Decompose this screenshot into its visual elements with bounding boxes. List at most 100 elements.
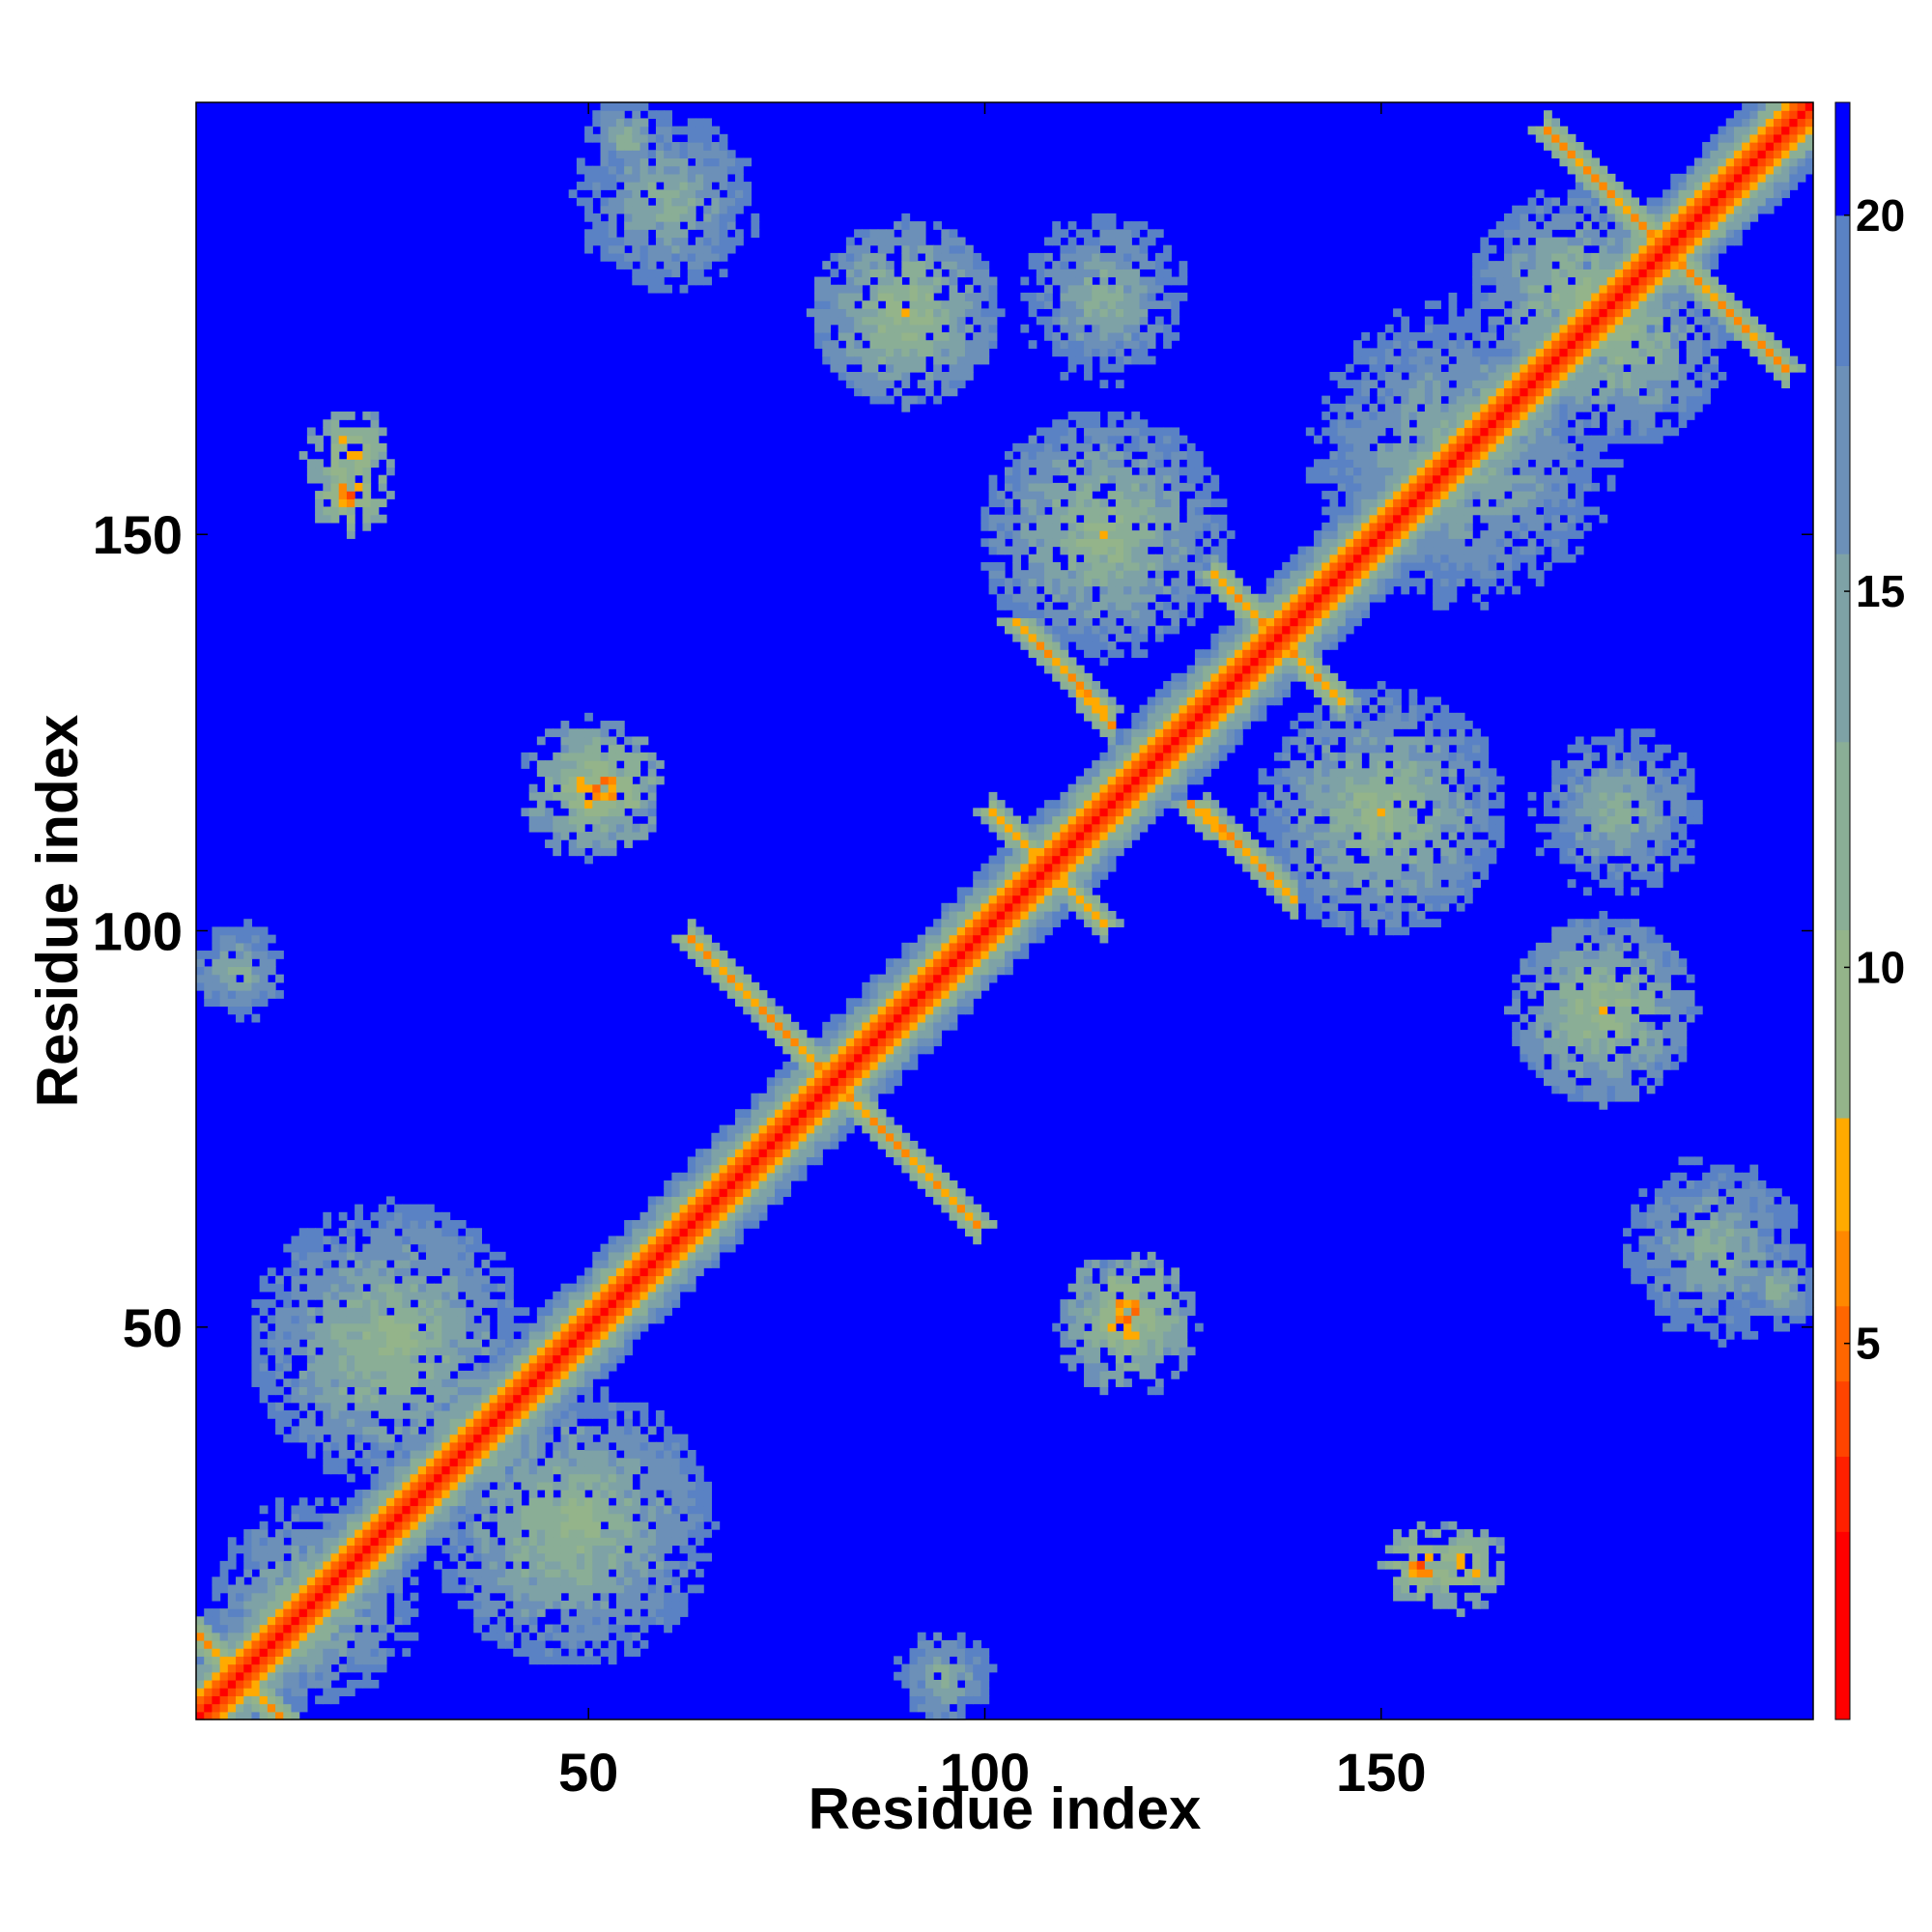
heatmap-cell: [457, 1307, 467, 1317]
heatmap-cell: [711, 157, 721, 167]
heatmap-cell: [267, 1267, 276, 1277]
heatmap-cell: [315, 1283, 324, 1293]
heatmap-cell: [212, 981, 221, 991]
heatmap-cell: [466, 1577, 474, 1586]
heatmap-cell: [378, 1465, 387, 1475]
heatmap-cell: [615, 1441, 625, 1451]
heatmap-cell: [806, 1100, 815, 1110]
heatmap-cell: [1052, 570, 1062, 579]
heatmap-cell: [283, 1695, 293, 1705]
heatmap-cell: [608, 1529, 617, 1538]
heatmap-cell: [624, 1552, 633, 1562]
heatmap-cell: [687, 118, 696, 128]
heatmap-cell: [933, 324, 942, 333]
heatmap-cell: [568, 1347, 578, 1356]
heatmap-cell: [608, 173, 617, 183]
heatmap-cell: [457, 1473, 467, 1483]
heatmap-cell: [845, 1109, 855, 1118]
heatmap-cell: [441, 1394, 451, 1404]
heatmap-cell: [338, 1339, 348, 1348]
heatmap-cell: [632, 1520, 641, 1530]
heatmap-cell: [798, 1093, 808, 1102]
heatmap-cell: [949, 269, 958, 278]
heatmap-cell: [655, 189, 665, 199]
heatmap-cell: [608, 1513, 617, 1522]
heatmap-cell: [473, 1537, 483, 1547]
heatmap-cell: [315, 474, 324, 484]
heatmap-cell: [735, 1132, 744, 1142]
heatmap-cell: [624, 252, 633, 262]
heatmap-cell: [726, 1236, 736, 1245]
heatmap-cell: [204, 1679, 213, 1689]
heatmap-cell: [315, 1236, 324, 1245]
heatmap-cell: [362, 1409, 372, 1419]
heatmap-cell: [735, 1140, 744, 1150]
heatmap-cell: [402, 1394, 412, 1404]
heatmap-cell: [1028, 593, 1037, 603]
heatmap-cell: [315, 1608, 324, 1617]
heatmap-cell: [664, 221, 672, 230]
heatmap-cell: [584, 1299, 593, 1308]
heatmap-cell: [441, 1260, 451, 1268]
heatmap-cell: [251, 1695, 261, 1705]
heatmap-cell: [1028, 506, 1037, 516]
heatmap-cell: [259, 1592, 269, 1602]
heatmap-cell: [703, 157, 712, 167]
heatmap-cell: [632, 1267, 641, 1277]
heatmap-cell: [457, 1465, 467, 1475]
heatmap-cell: [338, 498, 348, 508]
heatmap-cell: [869, 1100, 879, 1110]
heatmap-cell: [576, 768, 585, 778]
heatmap-cell: [894, 355, 902, 365]
heatmap-cell: [1044, 554, 1053, 563]
heatmap-cell: [639, 1299, 649, 1308]
heatmap-cell: [417, 1204, 427, 1213]
heatmap-cell: [956, 1711, 966, 1720]
heatmap-cell: [664, 1450, 672, 1459]
heatmap-cell: [1052, 276, 1062, 286]
heatmap-cell: [639, 1267, 649, 1277]
heatmap-cell: [323, 1299, 332, 1308]
heatmap-cell: [687, 244, 696, 254]
heatmap-cell: [600, 791, 610, 801]
heatmap-cell: [1005, 617, 1013, 627]
heatmap-cell: [425, 1315, 435, 1324]
heatmap-cell: [719, 1211, 728, 1221]
heatmap-cell: [236, 1600, 244, 1609]
heatmap-cell: [924, 284, 934, 294]
heatmap-cell: [687, 126, 696, 135]
heatmap-cell: [687, 182, 696, 190]
heatmap-cell: [378, 1228, 387, 1237]
heatmap-cell: [687, 150, 696, 159]
heatmap-cell: [497, 1251, 506, 1261]
heatmap-cell: [283, 1648, 293, 1657]
heatmap-cell: [671, 1220, 681, 1229]
heatmap-cell: [838, 300, 847, 309]
heatmap-cell: [600, 721, 610, 729]
heatmap-cell: [711, 189, 721, 199]
heatmap-cell: [766, 1140, 776, 1150]
heatmap-cell: [196, 1632, 205, 1641]
heatmap-cell: [536, 1354, 546, 1364]
heatmap-cell: [1052, 522, 1062, 531]
heatmap-cell: [1052, 649, 1062, 659]
heatmap-cell: [592, 1465, 602, 1475]
heatmap-cell: [584, 1267, 593, 1277]
heatmap-cell: [608, 1473, 617, 1483]
heatmap-cell: [941, 1172, 951, 1181]
heatmap-cell: [434, 1490, 442, 1498]
heatmap-cell: [355, 1458, 363, 1467]
heatmap-cell: [466, 1275, 474, 1285]
heatmap-cell: [212, 966, 221, 976]
heatmap-cell: [275, 974, 284, 983]
heatmap-cell: [513, 1434, 523, 1443]
heatmap-cell: [251, 1663, 261, 1673]
heatmap-cell: [980, 316, 990, 326]
heatmap-cell: [988, 324, 998, 333]
heatmap-cell: [647, 244, 657, 254]
heatmap-cell: [568, 776, 578, 785]
heatmap-cell: [323, 1418, 332, 1427]
heatmap-cell: [980, 261, 990, 270]
heatmap-cell: [845, 998, 855, 1008]
heatmap-cell: [1020, 633, 1030, 642]
